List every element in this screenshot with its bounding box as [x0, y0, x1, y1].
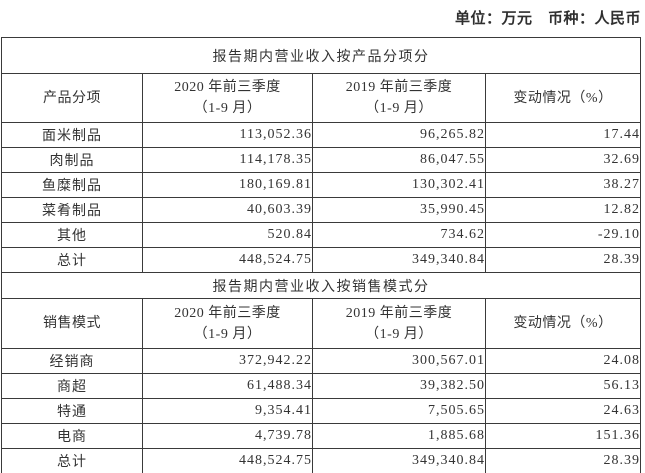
value-2019-cell: 349,340.84: [312, 247, 486, 273]
value-2020-cell: 114,178.35: [142, 147, 313, 173]
value-2020-cell: 9,354.41: [142, 398, 313, 424]
table-row-noodle-rice: 面米制品 113,052.36 96,265.82 17.44: [1, 122, 641, 148]
table-row-meat: 肉制品 114,178.35 86,047.55 32.69: [1, 147, 641, 173]
value-2020-cell: 4,739.78: [142, 423, 313, 449]
header-2020-period: 2020 年前三季度 （1-9 月）: [142, 298, 313, 349]
unit-currency-label: 单位：万元 币种：人民币: [454, 11, 641, 27]
table-row-total-products: 总计 448,524.75 349,340.84 28.39: [1, 247, 641, 273]
value-2020-cell: 180,169.81: [142, 172, 313, 198]
header-product-category: 产品分项: [1, 73, 143, 123]
change-pct-cell: 17.44: [485, 122, 641, 148]
change-pct-cell: 28.39: [485, 247, 641, 273]
header-2019-line2: （1-9 月）: [365, 101, 433, 116]
value-2019-cell: 35,990.45: [312, 197, 486, 223]
product-name-cell: 其他: [1, 222, 143, 248]
change-pct-cell: 28.39: [485, 448, 641, 473]
header-2020-line2: （1-9 月）: [193, 101, 262, 116]
section2-title-row: 报告期内营业收入按销售模式分: [1, 272, 641, 299]
section1-header-row: 产品分项 2020 年前三季度 （1-9 月） 2019 年前三季度 （1-9 …: [1, 73, 641, 123]
change-pct-cell: 56.13: [485, 373, 641, 399]
header-2020-line1: 2020 年前三季度: [174, 80, 281, 95]
value-2019-cell: 86,047.55: [312, 147, 486, 173]
table-row-ecommerce: 电商 4,739.78 1,885.68 151.36: [1, 423, 641, 449]
header-2019-line1: 2019 年前三季度: [345, 305, 453, 321]
value-2020-cell: 448,524.75: [142, 247, 313, 273]
table-row-surimi: 鱼糜制品 180,169.81 130,302.41 38.27: [1, 172, 641, 198]
table-row-other: 其他 520.84 734.62 -29.10: [1, 222, 641, 248]
change-pct-cell: 24.63: [485, 398, 641, 424]
revenue-breakdown-table: 报告期内营业收入按产品分项分 产品分项 2020 年前三季度 （1-9 月） 2…: [1, 37, 641, 473]
header-2019-line1: 2019 年前三季度: [345, 80, 453, 95]
change-pct-cell: 12.82: [485, 197, 641, 223]
value-2020-cell: 520.84: [142, 222, 313, 248]
change-pct-cell: 24.08: [485, 348, 641, 374]
change-pct-cell: 32.69: [485, 147, 641, 173]
section2-title: 报告期内营业收入按销售模式分: [1, 272, 641, 299]
value-2019-cell: 349,340.84: [312, 448, 486, 473]
value-2019-cell: 96,265.82: [312, 122, 486, 148]
header-change-pct: 变动情况（%）: [485, 73, 641, 123]
table-row-total-sales-mode: 总计 448,524.75 349,340.84 28.39: [1, 448, 641, 473]
table-row-distributor: 经销商 372,942.22 300,567.01 24.08: [1, 348, 641, 374]
header-2020-line2: （1-9 月）: [193, 326, 262, 342]
header-2020-period: 2020 年前三季度 （1-9 月）: [142, 73, 313, 123]
section2-header-row: 销售模式 2020 年前三季度 （1-9 月） 2019 年前三季度 （1-9 …: [1, 298, 641, 349]
table-row-special-channel: 特通 9,354.41 7,505.65 24.63: [1, 398, 641, 424]
header-2019-period: 2019 年前三季度 （1-9 月）: [312, 298, 486, 349]
table-row-supermarket: 商超 61,488.34 39,382.50 56.13: [1, 373, 641, 399]
change-pct-cell: 151.36: [485, 423, 641, 449]
product-name-cell: 菜肴制品: [1, 197, 143, 223]
sales-mode-cell: 总计: [1, 448, 143, 473]
product-name-cell: 总计: [1, 247, 143, 273]
value-2020-cell: 448,524.75: [142, 448, 313, 473]
header-sales-mode: 销售模式: [1, 298, 143, 349]
header-2019-period: 2019 年前三季度 （1-9 月）: [312, 73, 486, 123]
value-2019-cell: 39,382.50: [312, 373, 486, 399]
value-2019-cell: 130,302.41: [312, 172, 486, 198]
section1-title: 报告期内营业收入按产品分项分: [1, 37, 641, 74]
product-name-cell: 鱼糜制品: [1, 172, 143, 198]
sales-mode-cell: 电商: [1, 423, 143, 449]
change-pct-cell: 38.27: [485, 172, 641, 198]
value-2019-cell: 1,885.68: [312, 423, 486, 449]
value-2020-cell: 113,052.36: [142, 122, 313, 148]
section1-title-row: 报告期内营业收入按产品分项分: [1, 37, 641, 74]
sales-mode-cell: 商超: [1, 373, 143, 399]
product-name-cell: 肉制品: [1, 147, 143, 173]
value-2019-cell: 7,505.65: [312, 398, 486, 424]
value-2020-cell: 61,488.34: [142, 373, 313, 399]
value-2020-cell: 40,603.39: [142, 197, 313, 223]
header-change-pct: 变动情况（%）: [485, 298, 641, 349]
sales-mode-cell: 经销商: [1, 348, 143, 374]
header-2019-line2: （1-9 月）: [365, 326, 433, 342]
header-2020-line1: 2020 年前三季度: [174, 305, 281, 321]
value-2020-cell: 372,942.22: [142, 348, 313, 374]
sales-mode-cell: 特通: [1, 398, 143, 424]
product-name-cell: 面米制品: [1, 122, 143, 148]
change-pct-cell: -29.10: [485, 222, 641, 248]
table-row-dishes: 菜肴制品 40,603.39 35,990.45 12.82: [1, 197, 641, 223]
value-2019-cell: 300,567.01: [312, 348, 486, 374]
value-2019-cell: 734.62: [312, 222, 486, 248]
